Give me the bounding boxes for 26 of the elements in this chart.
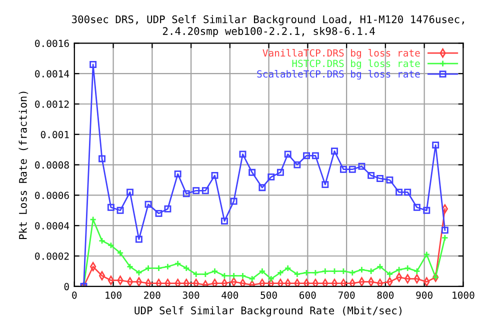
chart-title: 300sec DRS, UDP Self Similar Background Load, H1-M120 1476usec, 2.4.20smp web100-2.2.1, sk98-6.1.4 [72,15,464,38]
x-axis-title: UDP Self Similar Background Rate (Mbit/sec) [134,306,402,316]
legend-label: VanillaTCP.DRS bg loss rate [262,49,420,59]
y-tick-label: 0.0002 [35,252,69,260]
x-tick-label: 200 [144,291,160,299]
x-tick-label: 1000 [452,291,474,299]
legend-label: HSTCP.DRS bg loss rate [292,60,420,70]
x-tick-label: 700 [338,291,355,299]
y-tick-label: 0.0012 [35,100,69,108]
y-tick-label: 0.0016 [35,40,69,48]
y-tick-label: 0.001 [40,130,69,138]
y-axis-title: Pkt Loss Rate (fraction) [18,92,28,240]
x-tick-label: 500 [260,291,277,299]
y-tick-label: 0.0014 [35,70,70,78]
x-tick-label: 100 [106,291,122,299]
y-tick-label: 0.0008 [35,161,69,169]
y-tick-label: 0.0004 [35,222,70,230]
legend-label: ScalableTCP.DRS bg loss rate [257,70,420,80]
x-tick-label: 600 [300,291,316,299]
x-tick-label: 0 [72,291,77,299]
x-tick-label: 800 [377,291,394,299]
x-tick-label: 900 [416,291,432,299]
x-tick-label: 400 [222,291,238,299]
y-tick-label: 0.0006 [35,192,69,200]
x-tick-label: 300 [182,291,200,299]
y-tick-label: 0 [64,282,69,290]
